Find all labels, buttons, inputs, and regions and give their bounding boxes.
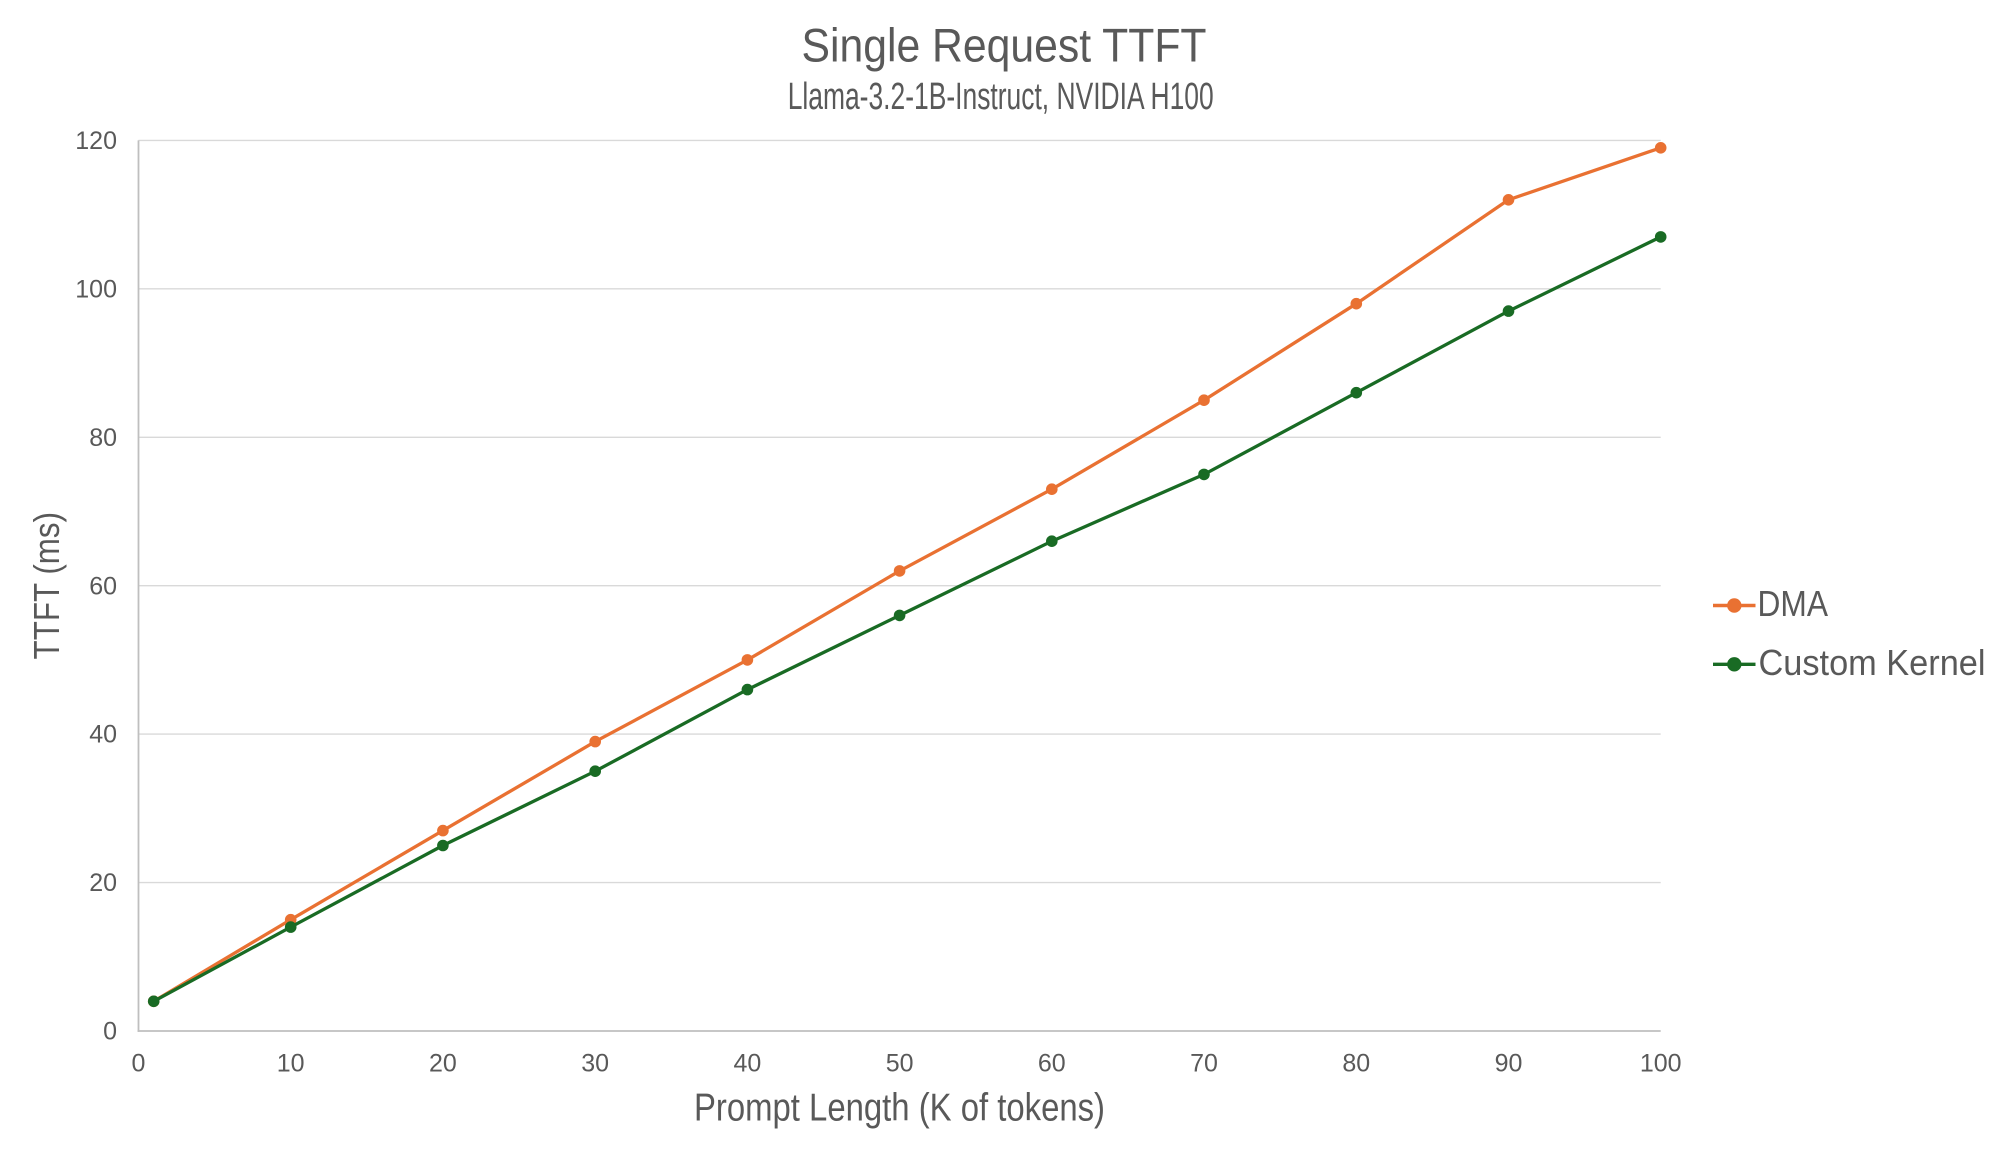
svg-text:80: 80 (89, 424, 117, 452)
svg-text:40: 40 (733, 1049, 761, 1077)
svg-text:0: 0 (103, 1018, 117, 1046)
svg-text:Single Request TTFT: Single Request TTFT (802, 19, 1207, 72)
svg-text:90: 90 (1495, 1049, 1523, 1077)
svg-text:Custom Kernel: Custom Kernel (1759, 642, 1986, 683)
svg-text:70: 70 (1190, 1049, 1218, 1077)
svg-text:120: 120 (75, 127, 117, 155)
svg-text:30: 30 (581, 1049, 609, 1077)
svg-text:40: 40 (89, 721, 117, 749)
svg-text:Prompt Length (K of tokens): Prompt Length (K of tokens) (694, 1087, 1105, 1130)
svg-text:0: 0 (132, 1049, 146, 1077)
svg-text:20: 20 (89, 869, 117, 897)
svg-text:20: 20 (429, 1049, 457, 1077)
svg-text:10: 10 (277, 1049, 305, 1077)
svg-text:60: 60 (89, 572, 117, 600)
svg-text:TTFT (ms): TTFT (ms) (26, 512, 67, 660)
svg-text:80: 80 (1342, 1049, 1370, 1077)
svg-text:50: 50 (886, 1049, 914, 1077)
svg-text:100: 100 (75, 275, 117, 303)
svg-text:Llama-3.2-1B-Instruct, NVIDIA: Llama-3.2-1B-Instruct, NVIDIA H100 (788, 76, 1214, 118)
svg-text:100: 100 (1640, 1049, 1682, 1077)
svg-text:60: 60 (1038, 1049, 1066, 1077)
svg-text:DMA: DMA (1758, 583, 1829, 624)
